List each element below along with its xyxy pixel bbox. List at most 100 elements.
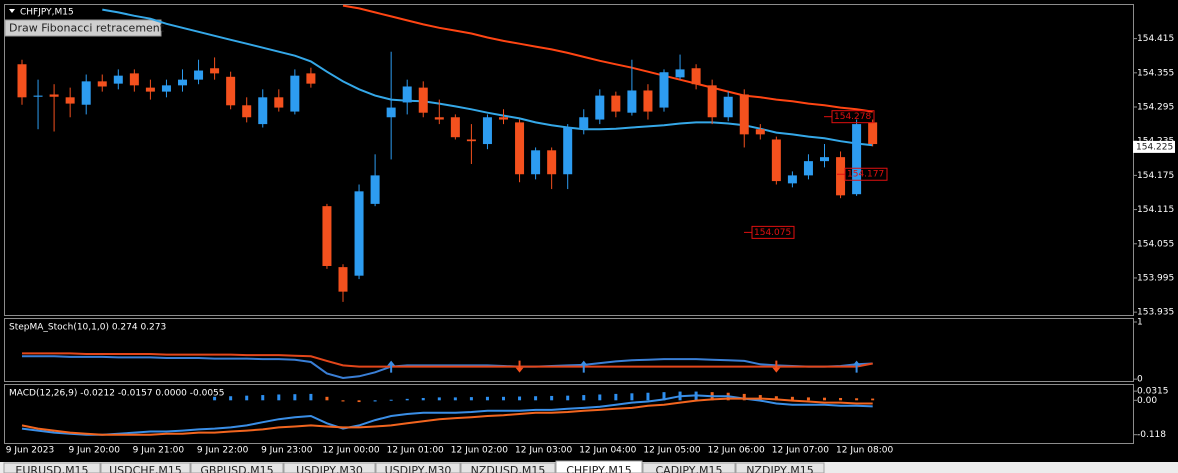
histogram-bar bbox=[389, 399, 393, 401]
candle-body bbox=[499, 117, 508, 120]
x-tick-label: 12 Jun 00:00 bbox=[322, 446, 379, 456]
tab-label[interactable]: USDCHF,M15 bbox=[109, 464, 182, 473]
candle-body bbox=[258, 97, 268, 125]
tab[interactable] bbox=[555, 460, 643, 473]
tab[interactable] bbox=[283, 462, 376, 473]
indicator-line bbox=[22, 352, 873, 368]
tab[interactable] bbox=[642, 462, 736, 473]
y-tick-label: 0.00 bbox=[1137, 396, 1157, 406]
symbol-menu-arrow[interactable] bbox=[9, 9, 15, 13]
candle-body bbox=[434, 117, 444, 120]
histogram-bar bbox=[662, 392, 666, 401]
tab-label[interactable]: GBPUSD,M15 bbox=[200, 464, 273, 473]
indicator-title: StepMA_Stoch(10,1,0) 0.274 0.273 bbox=[9, 323, 166, 333]
y-tick-label: 154.415 bbox=[1137, 34, 1174, 44]
tooltip-box bbox=[4, 19, 162, 37]
histogram-bar bbox=[566, 395, 570, 401]
candle-body bbox=[274, 97, 284, 108]
candle-body bbox=[691, 68, 701, 85]
histogram-bar bbox=[871, 398, 875, 401]
histogram-bar bbox=[502, 396, 505, 401]
tab[interactable] bbox=[735, 462, 825, 473]
x-tick-label: 9 Jun 21:00 bbox=[133, 446, 185, 456]
histogram-bar bbox=[469, 397, 473, 401]
tab[interactable] bbox=[460, 462, 556, 473]
indicator-line bbox=[342, 4, 873, 113]
histogram-bar bbox=[421, 397, 425, 401]
tooltip: Draw Fibonacci retracement bbox=[9, 22, 165, 35]
histogram-bar bbox=[823, 397, 826, 401]
stoch-panel-frame bbox=[4, 318, 1134, 382]
tab-label[interactable]: NZDUSD,M15 bbox=[471, 464, 546, 473]
histogram-bar bbox=[229, 396, 233, 401]
candle-body bbox=[739, 94, 749, 135]
candle-body bbox=[868, 122, 878, 145]
y-tick-label: -0.118 bbox=[1137, 430, 1166, 440]
candle-body bbox=[290, 75, 300, 112]
y-tick-label: 154.355 bbox=[1137, 68, 1174, 78]
symbol-label: CHFJPY,M15 bbox=[20, 8, 74, 18]
histogram-bar bbox=[614, 393, 618, 401]
histogram-bar bbox=[357, 400, 361, 403]
histogram-bar bbox=[630, 393, 634, 401]
candle-body bbox=[306, 73, 316, 84]
tab-label[interactable]: EURUSD,M15 bbox=[15, 464, 88, 473]
tab[interactable] bbox=[3, 462, 101, 473]
tab[interactable] bbox=[375, 462, 461, 473]
candle-body bbox=[755, 129, 765, 135]
signal-arrow bbox=[852, 360, 861, 373]
candle-body bbox=[659, 72, 669, 108]
tab-label[interactable]: CHFJPY,M15 bbox=[566, 464, 632, 473]
candle-body bbox=[354, 191, 364, 276]
candle-body bbox=[836, 157, 846, 196]
candle-body bbox=[531, 150, 541, 175]
tab[interactable] bbox=[190, 462, 284, 473]
tab[interactable] bbox=[100, 462, 191, 473]
tab-label[interactable]: USDJPY,M30 bbox=[385, 464, 452, 473]
histogram-bar bbox=[245, 395, 249, 401]
price-label-box bbox=[844, 167, 888, 181]
x-tick-label: 12 Jun 03:00 bbox=[515, 446, 572, 456]
x-tick-label: 9 Jun 23:00 bbox=[261, 446, 313, 456]
y-tick-label: 0 bbox=[1137, 375, 1143, 385]
candle-body bbox=[322, 206, 332, 266]
histogram-bar bbox=[790, 396, 794, 401]
x-tick-label: 9 Jun 20:00 bbox=[68, 446, 120, 456]
x-tick-label: 12 Jun 05:00 bbox=[643, 446, 700, 456]
histogram-bar bbox=[309, 393, 313, 401]
x-tick-label: 9 Jun 2023 bbox=[6, 446, 54, 456]
histogram-bar bbox=[293, 394, 297, 401]
histogram-bar bbox=[774, 396, 778, 401]
y-tick-label: 153.995 bbox=[1137, 273, 1174, 283]
histogram-bar bbox=[839, 397, 843, 401]
indicator-title: MACD(12,26,9) -0.0212 -0.0157 0.0000 -0.… bbox=[9, 389, 225, 399]
candle-body bbox=[595, 95, 605, 120]
candle-body bbox=[643, 90, 653, 112]
indicator-line bbox=[21, 397, 873, 436]
signal-arrow bbox=[515, 360, 524, 373]
candle-body bbox=[787, 175, 797, 184]
y-tick-label: 154.055 bbox=[1137, 239, 1174, 249]
current-price-box bbox=[1133, 140, 1175, 153]
candle-body bbox=[33, 95, 43, 97]
signal-arrow bbox=[387, 360, 396, 373]
y-tick-label: 1 bbox=[1137, 318, 1143, 328]
x-tick-label: 12 Jun 04:00 bbox=[579, 446, 636, 456]
histogram-bar bbox=[453, 397, 457, 401]
candle-body bbox=[402, 86, 412, 103]
indicator-line bbox=[21, 394, 873, 436]
candle-body bbox=[226, 76, 236, 106]
candle-body bbox=[145, 87, 155, 92]
x-tick-label: 12 Jun 06:00 bbox=[708, 446, 765, 456]
price-label-box bbox=[831, 110, 875, 124]
tab-label[interactable]: CADJPY,M15 bbox=[655, 464, 722, 473]
candle-body bbox=[129, 73, 139, 86]
x-tick-label: 12 Jun 02:00 bbox=[451, 446, 508, 456]
tab-label[interactable]: USDJPY,M30 bbox=[296, 464, 363, 473]
histogram-bar bbox=[855, 398, 859, 401]
tab-label[interactable]: NZDJPY,M15 bbox=[746, 464, 814, 473]
candle-body bbox=[81, 81, 91, 105]
histogram-bar bbox=[534, 396, 538, 401]
candle-body bbox=[386, 107, 396, 118]
